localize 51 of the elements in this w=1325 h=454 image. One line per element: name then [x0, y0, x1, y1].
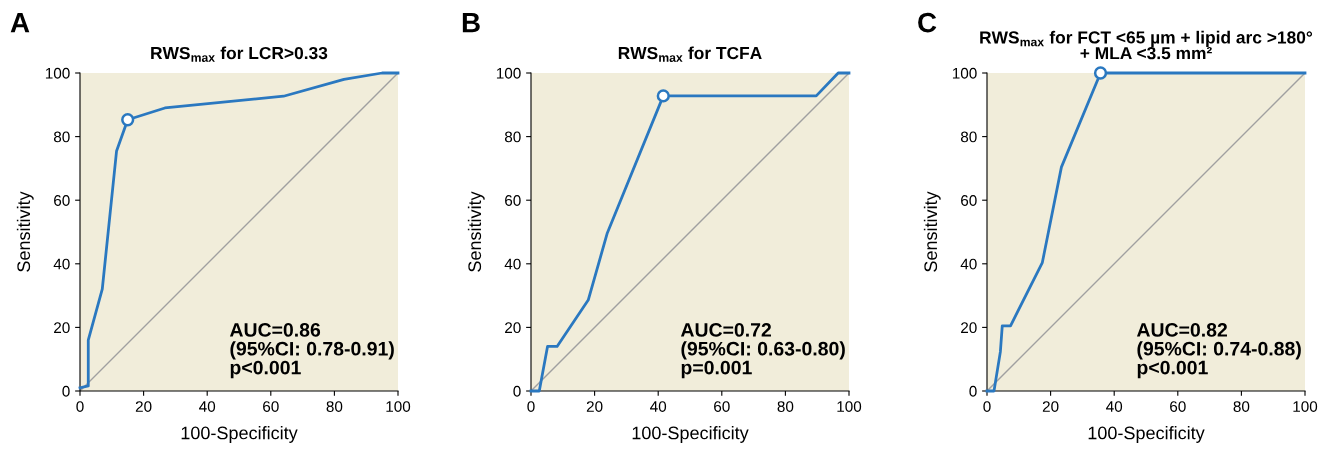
x-tick-label: 100 — [837, 401, 862, 412]
x-tick-label: 0 — [983, 401, 991, 412]
annotation: AUC=0.72 (95%CI: 0.63-0.80) p=0.001 — [680, 323, 845, 379]
y-tick-label: 80 — [53, 131, 70, 143]
y-tick-label: 20 — [961, 322, 977, 334]
y-tick-label: 20 — [54, 322, 70, 334]
y-axis-title: Sensitivity — [16, 191, 34, 272]
x-axis-title: 100-Specificity — [632, 426, 749, 443]
x-tick-label: 60 — [263, 401, 279, 412]
y-tick-label: 0 — [969, 385, 977, 397]
y-tick-label: 0 — [62, 385, 70, 397]
annotation: AUC=0.86 (95%CI: 0.78-0.91) p<0.001 — [229, 323, 394, 379]
x-tick-label: 40 — [199, 401, 216, 412]
y-tick-label: 40 — [53, 258, 70, 270]
y-tick-label: 100 — [45, 67, 70, 79]
x-tick-label: 0 — [527, 401, 535, 412]
y-axis-title: Sensitivity — [467, 191, 485, 272]
annotation: AUC=0.82 (95%CI: 0.74-0.88) p<0.001 — [1136, 323, 1301, 379]
x-tick-label: 80 — [326, 401, 343, 412]
text: C — [918, 12, 937, 33]
y-tick-label: 60 — [54, 195, 70, 206]
x-tick-label: 100 — [1293, 401, 1318, 412]
y-tick-label: 80 — [504, 131, 521, 143]
y-tick-label: 20 — [505, 322, 521, 334]
x-tick-label: 20 — [586, 401, 603, 412]
x-tick-label: 60 — [1170, 401, 1186, 412]
y-tick-label: 40 — [504, 258, 521, 270]
x-axis-title: 100-Specificity — [181, 426, 298, 443]
y-tick-label: 100 — [952, 67, 977, 79]
x-tick-label: 40 — [650, 401, 667, 412]
x-tick-label: 80 — [777, 401, 794, 412]
x-tick-label: 20 — [135, 401, 152, 412]
x-tick-label: 60 — [714, 401, 730, 412]
x-tick-label: 0 — [76, 401, 84, 412]
chart-title: RWS$_{max}$ for FCT <65 µm + lipid arc >180° + MLA <3.5 mm² — [980, 30, 1313, 60]
x-tick-label: 80 — [1233, 401, 1250, 412]
y-tick-label: 100 — [496, 67, 521, 79]
y-tick-label: 80 — [960, 131, 977, 143]
y-tick-label: 0 — [513, 385, 521, 397]
text: B — [462, 13, 480, 33]
x-tick-label: 40 — [1106, 401, 1123, 412]
x-tick-label: 100 — [386, 401, 411, 412]
y-tick-label: 40 — [960, 258, 977, 270]
chart-title: RWS$_{max}$ for LCR>0.33 — [151, 46, 328, 62]
y-tick-label: 60 — [961, 195, 977, 206]
y-tick-label: 60 — [505, 195, 521, 206]
x-tick-label: 20 — [1042, 401, 1059, 412]
text: A — [10, 13, 30, 33]
x-axis-title: 100-Specificity — [1088, 426, 1205, 443]
chart-title: RWS$_{max}$ for TCFA — [618, 46, 762, 62]
y-axis-title: Sensitivity — [923, 191, 941, 272]
